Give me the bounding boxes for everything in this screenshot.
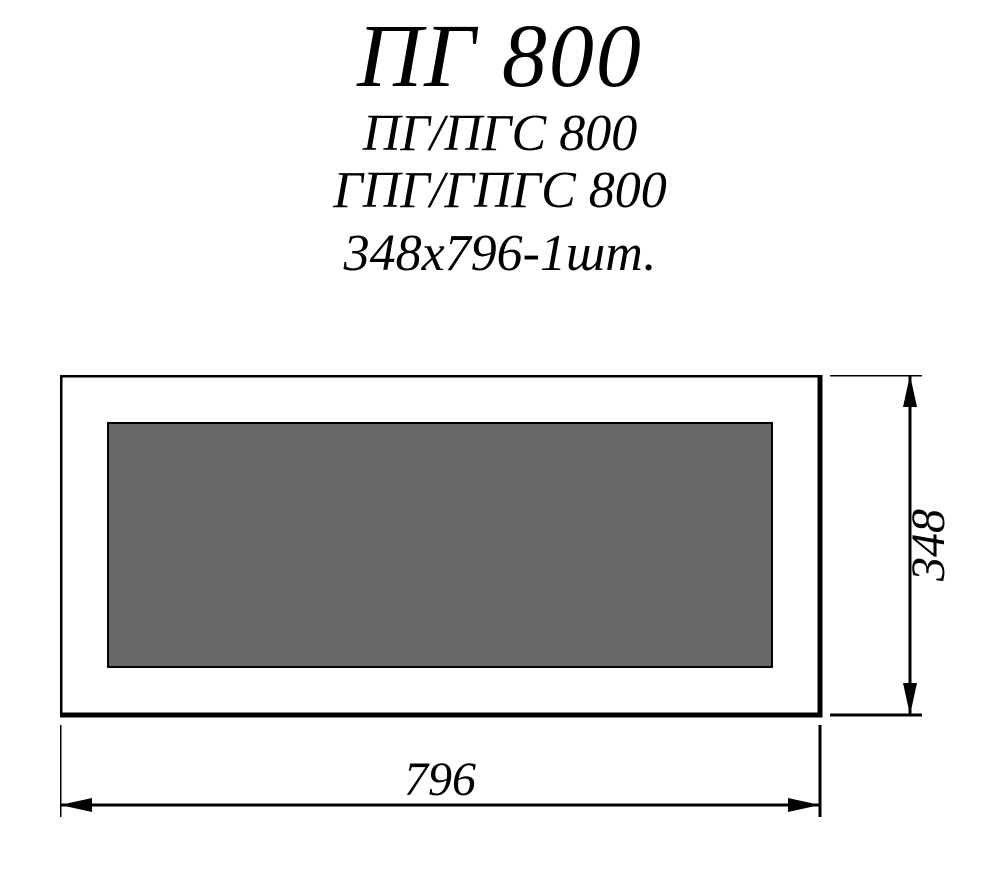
height-dimension: 348 — [830, 375, 955, 715]
width-dimension: 796 — [60, 725, 820, 817]
drawing-svg: 796 348 — [60, 375, 960, 895]
height-dim-label: 348 — [902, 509, 955, 582]
width-dim-label: 796 — [404, 753, 476, 806]
diagram-canvas: ПГ 800 ПГ/ПГС 800 ГПГ/ГПГС 800 348x796-1… — [0, 0, 1000, 896]
height-arrow-bottom — [903, 683, 917, 715]
technical-drawing: 796 348 — [60, 375, 940, 895]
dims-note: 348x796-1шт. — [0, 225, 1000, 282]
width-arrow-right — [788, 798, 820, 812]
panel-inner-rect — [108, 423, 772, 667]
subtitle-1: ПГ/ПГС 800 — [0, 105, 1000, 162]
width-arrow-left — [60, 798, 92, 812]
title: ПГ 800 — [0, 10, 1000, 105]
height-arrow-top — [903, 375, 917, 407]
header-block: ПГ 800 ПГ/ПГС 800 ГПГ/ГПГС 800 348x796-1… — [0, 10, 1000, 282]
subtitle-2: ГПГ/ГПГС 800 — [0, 162, 1000, 219]
